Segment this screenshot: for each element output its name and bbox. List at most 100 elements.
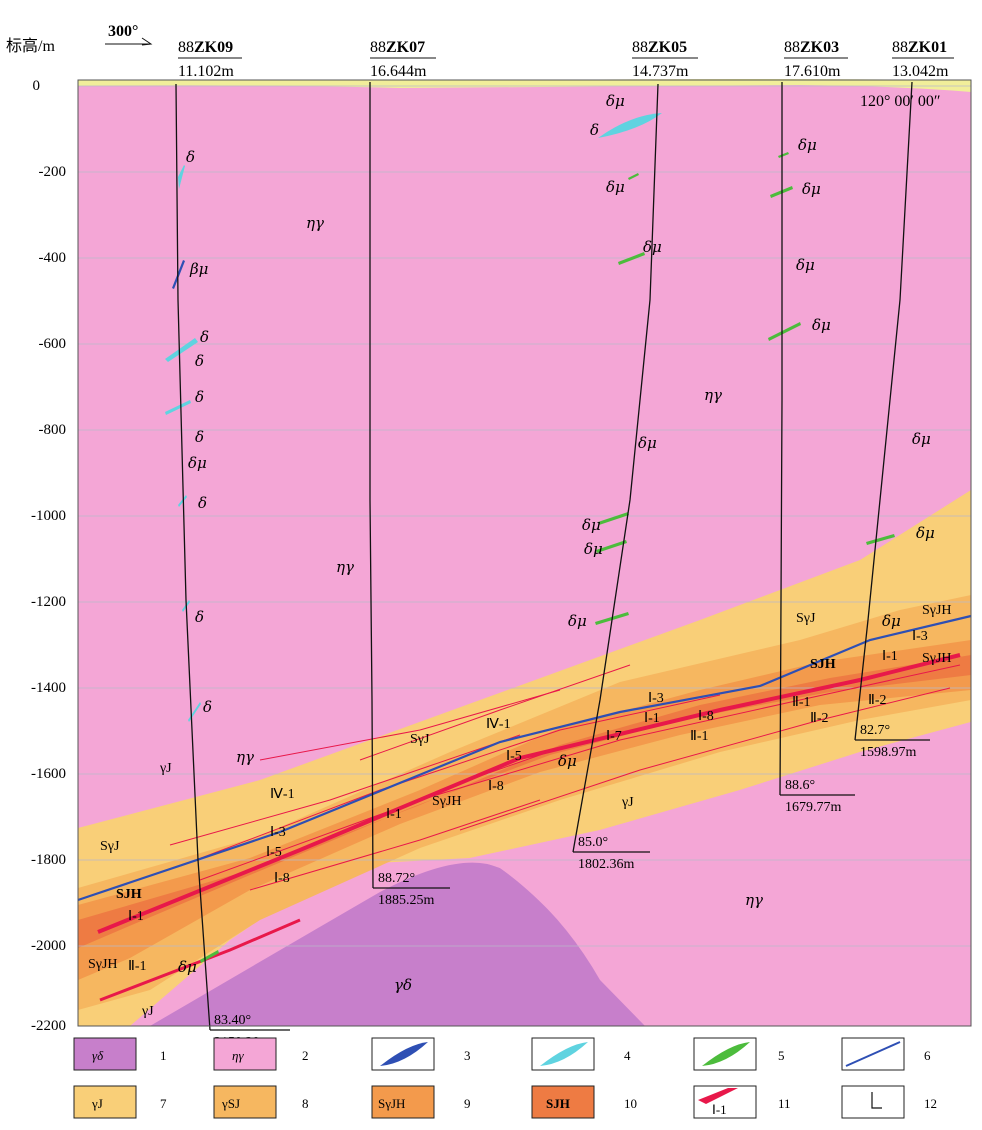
legend-label: ηγ <box>232 1048 244 1063</box>
delta-mu-label: δμ <box>882 612 901 630</box>
delta-label: δ <box>186 148 195 166</box>
elevation-tick: -400 <box>39 250 67 266</box>
delta-mu-label: δμ <box>178 958 197 976</box>
ore-label-i5: Ⅰ-5 <box>506 749 522 764</box>
ore-label-i8: Ⅰ-8 <box>698 709 714 724</box>
legend-item-10: SJH 10 <box>531 1085 637 1119</box>
ore-body-line <box>179 694 721 867</box>
eta-gamma-label: ηγ <box>306 214 324 232</box>
drill-hole-swatch <box>871 1092 882 1109</box>
ore-label-i8: Ⅰ-8 <box>274 871 290 886</box>
delta-label: δ <box>195 428 204 446</box>
green-dyke <box>628 173 639 180</box>
drill-hole-zk03-trace <box>779 82 783 796</box>
delta-mu-label: δμ <box>606 92 625 110</box>
elevation-tick: -1000 <box>31 508 66 524</box>
section-direction: 300° <box>108 23 138 40</box>
elevation-tick: -1400 <box>31 680 66 696</box>
legend-label: γδ <box>92 1048 104 1063</box>
gamma-j-label: γJ <box>159 761 172 776</box>
sjh-label: SJH <box>810 657 836 672</box>
hole-id: ZK03 <box>800 39 839 56</box>
cyan-dyke-swatch <box>540 1042 588 1066</box>
delta-mu-label: δμ <box>584 540 603 558</box>
ore-label-i1: Ⅰ-1 <box>644 711 660 726</box>
corner-coordinate: 120° 00′ 00″ <box>860 93 941 110</box>
legend-number: 9 <box>464 1096 471 1111</box>
elevation-tick: -1200 <box>31 594 66 610</box>
delta-label: δ <box>198 494 207 512</box>
contact-line-swatch <box>845 1041 901 1067</box>
eta-gamma-label: ηγ <box>336 558 354 576</box>
eta-gamma-label: ηγ <box>745 891 763 909</box>
cyan-dyke <box>178 165 185 189</box>
green-dyke <box>778 152 789 158</box>
s-gamma-j-label: SγJ <box>410 732 430 747</box>
hole-id: ZK05 <box>648 39 687 56</box>
ore-body-line <box>439 719 681 791</box>
contact-line <box>77 614 972 902</box>
hole-elevation: 13.042m <box>892 63 949 80</box>
drill-hole-zk07-trace <box>369 82 374 889</box>
hole-zk03-depth: 1679.77m <box>785 800 842 815</box>
legend-item-2: ηγ 2 <box>213 1037 309 1071</box>
delta-label: δ <box>590 121 599 139</box>
svg-text:88ZK05: 88ZK05 <box>632 39 687 56</box>
drill-hole-zk05-trace <box>572 83 659 853</box>
green-dyke <box>866 534 895 545</box>
legend-item-3: 3 <box>371 1037 471 1071</box>
green-dyke <box>598 512 629 525</box>
ore-body-line <box>169 734 521 846</box>
surface-sediment-strip <box>78 79 971 92</box>
green-dyke <box>618 252 645 265</box>
hole-zk07-angle: 88.72° <box>378 871 415 886</box>
ore-label-ii1: Ⅱ-1 <box>792 695 811 710</box>
s-gamma-j-label: SγJ <box>796 611 816 626</box>
eta-gamma-label: ηγ <box>236 748 254 766</box>
elevation-tick: -800 <box>39 422 67 438</box>
legend-number: 11 <box>778 1096 791 1111</box>
legend-number: 12 <box>924 1096 937 1111</box>
delta-mu-label: δμ <box>912 430 931 448</box>
ore-label-ii2: Ⅱ-2 <box>868 693 887 708</box>
hole-zk07-depth: 1885.25m <box>378 893 435 908</box>
ore-label-ii1: Ⅱ-1 <box>128 959 147 974</box>
hole-prefix: 88 <box>178 39 194 56</box>
delta-mu-label: δμ <box>798 136 817 154</box>
ore-label-i1: Ⅰ-1 <box>386 807 402 822</box>
legend-item-9: SγJH 9 <box>371 1085 471 1119</box>
drillhole-zk07-header: 88ZK07 16.644m <box>370 39 436 80</box>
legend-number: 10 <box>624 1096 637 1111</box>
legend-item-12: 12 <box>841 1085 937 1119</box>
legend-number: 6 <box>924 1048 931 1063</box>
delta-mu-label: δμ <box>916 524 935 542</box>
svg-text:88ZK09: 88ZK09 <box>178 39 233 56</box>
elevation-tick: -600 <box>39 336 67 352</box>
ore-label-i1: Ⅰ-1 <box>128 909 144 924</box>
legend-label: SγJH <box>378 1096 405 1111</box>
legend-label: γJ <box>91 1096 103 1111</box>
delta-mu-label: δμ <box>606 178 625 196</box>
beta-mu-label: βμ <box>189 260 208 278</box>
hole-zk01-angle: 82.7° <box>860 723 890 738</box>
hole-zk03-angle: 88.6° <box>785 778 815 793</box>
hole-prefix: 88 <box>370 39 386 56</box>
drill-hole-zk01-trace <box>854 81 913 741</box>
ore-label-i1: Ⅰ-1 <box>882 649 898 664</box>
hole-id: ZK01 <box>908 39 947 56</box>
legend-label: γSJ <box>221 1096 240 1111</box>
ore-body-line <box>259 689 561 761</box>
dykes <box>165 113 895 963</box>
cyan-dyke <box>165 400 191 415</box>
hole-elevation: 14.737m <box>632 63 689 80</box>
elevation-tick: -200 <box>39 164 67 180</box>
rock-labels: ηγ ηγ ηγ ηγ ηγ γδ δ δ δ δ δ δ δ δ δ δμ δ… <box>88 92 952 1019</box>
delta-label: δ <box>195 608 204 626</box>
hole-prefix: 88 <box>892 39 908 56</box>
header: 标高/m 300° 120° 00′ 00″ <box>6 23 941 110</box>
delta-mu-label: δμ <box>582 516 601 534</box>
ore-label-iv1: Ⅳ-1 <box>270 787 295 802</box>
gamma-delta-unit <box>150 862 645 1026</box>
cyan-dyke <box>165 338 198 362</box>
hole-id: ZK09 <box>194 39 233 56</box>
